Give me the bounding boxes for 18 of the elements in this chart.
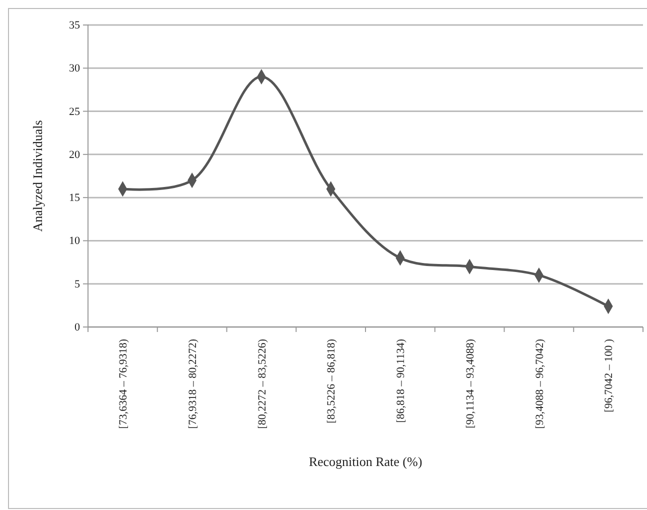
- x-tick-label: [86,818 – 90,1134): [395, 338, 408, 423]
- y-tick-label: 0: [74, 322, 80, 334]
- x-tick-label: [93,4088 – 96,7042): [534, 338, 546, 429]
- x-axis-title: Recognition Rate (%): [308, 454, 422, 469]
- y-tick-label: 35: [69, 20, 80, 32]
- y-tick-label: 5: [74, 278, 80, 290]
- x-tick-label: [96,7042 – 100 ): [603, 338, 616, 412]
- x-tick-label: [76,9318 – 80,2272): [186, 338, 199, 429]
- y-tick-label: 25: [69, 106, 80, 118]
- y-tick-label: 15: [69, 192, 80, 204]
- x-tick-label: [80,2272 – 83,5226): [256, 338, 268, 429]
- y-tick-label: 10: [69, 235, 80, 248]
- x-tick-label: [83,5226 – 86,818): [326, 338, 338, 424]
- y-axis-title: Analyzed Individuals: [30, 120, 45, 232]
- y-tick-label: 20: [69, 148, 80, 161]
- x-tick-label: [73,6364 – 76,9318): [118, 338, 130, 429]
- x-tick-label: [90,1134 – 93,4088): [464, 338, 476, 428]
- y-tick-label: 30: [69, 62, 80, 75]
